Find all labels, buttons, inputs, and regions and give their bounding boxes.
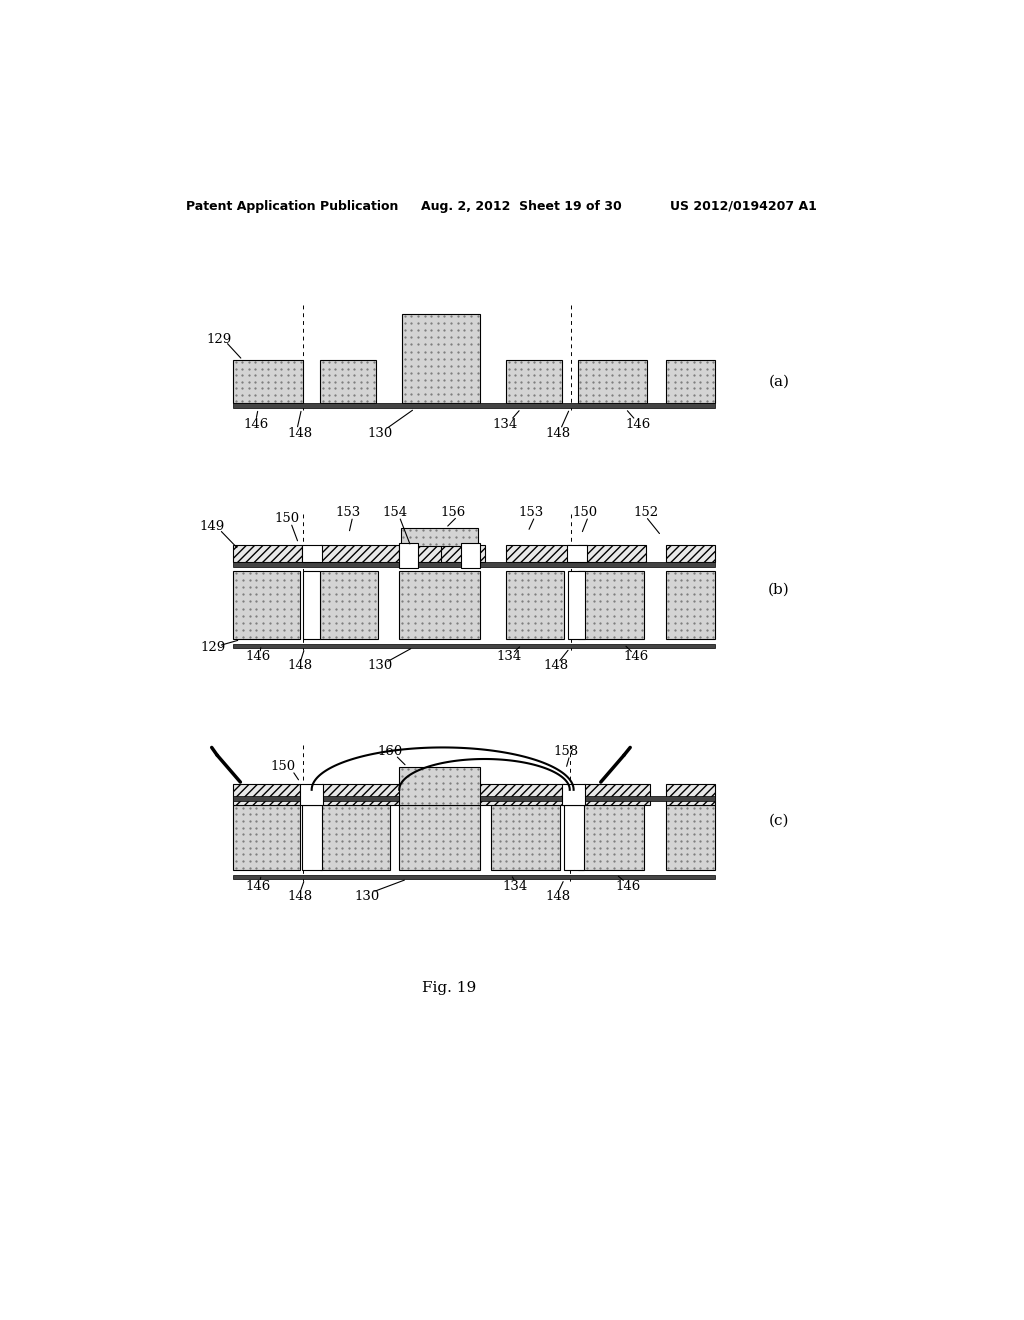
Text: 148: 148 <box>288 890 312 903</box>
Text: 148: 148 <box>546 426 570 440</box>
Text: Patent Application Publication: Patent Application Publication <box>186 199 398 213</box>
Bar <box>400 528 478 546</box>
Bar <box>402 314 480 404</box>
Bar <box>578 572 644 639</box>
Text: 146: 146 <box>244 417 268 430</box>
Text: (a): (a) <box>768 375 790 388</box>
Bar <box>399 572 480 639</box>
Bar <box>233 796 716 800</box>
Bar <box>233 545 302 562</box>
Text: 129: 129 <box>207 333 232 346</box>
Bar <box>441 545 484 562</box>
Bar <box>568 572 586 639</box>
Bar <box>321 805 390 870</box>
Text: (b): (b) <box>768 582 790 597</box>
Bar <box>321 572 378 639</box>
Text: 146: 146 <box>246 649 270 663</box>
Bar <box>322 784 400 805</box>
Bar <box>321 360 376 404</box>
Text: 154: 154 <box>382 506 408 519</box>
Text: US 2012/0194207 A1: US 2012/0194207 A1 <box>671 199 817 213</box>
Text: 130: 130 <box>354 890 379 903</box>
Bar <box>233 572 300 639</box>
Bar <box>566 545 587 562</box>
Bar <box>666 784 716 805</box>
Text: 130: 130 <box>368 659 392 672</box>
Bar <box>233 562 716 566</box>
Text: 146: 146 <box>615 879 640 892</box>
Text: 130: 130 <box>368 426 392 440</box>
Bar <box>666 805 716 870</box>
Bar <box>302 805 322 870</box>
Text: 153: 153 <box>336 506 360 519</box>
Text: 150: 150 <box>572 506 598 519</box>
Text: 134: 134 <box>503 879 528 892</box>
Text: 148: 148 <box>546 890 570 903</box>
Text: Fig. 19: Fig. 19 <box>423 982 477 995</box>
Bar <box>233 360 303 404</box>
Bar <box>399 545 442 562</box>
Text: 150: 150 <box>270 760 296 774</box>
Bar <box>490 805 560 870</box>
Bar <box>478 784 565 805</box>
Bar <box>399 544 418 568</box>
Bar <box>399 805 480 870</box>
Bar <box>506 360 562 404</box>
Text: 146: 146 <box>623 649 648 663</box>
Bar <box>666 360 716 404</box>
Bar <box>666 545 716 562</box>
Text: 156: 156 <box>441 506 466 519</box>
Bar <box>584 784 650 805</box>
Bar <box>461 544 480 568</box>
Text: (c): (c) <box>769 813 790 828</box>
Bar <box>302 545 322 562</box>
Bar <box>562 784 586 805</box>
Bar <box>233 404 716 408</box>
Bar <box>233 875 716 879</box>
Bar <box>578 805 644 870</box>
Bar <box>666 572 716 639</box>
Bar <box>233 644 716 648</box>
Text: Aug. 2, 2012  Sheet 19 of 30: Aug. 2, 2012 Sheet 19 of 30 <box>421 199 622 213</box>
Text: 134: 134 <box>493 417 518 430</box>
Text: 134: 134 <box>497 649 522 663</box>
Bar <box>303 572 321 639</box>
Bar <box>321 545 400 562</box>
Text: 146: 146 <box>626 417 650 430</box>
Text: 158: 158 <box>553 744 579 758</box>
Bar <box>233 805 300 870</box>
Text: 149: 149 <box>199 520 224 533</box>
Text: 146: 146 <box>246 879 270 892</box>
Text: 148: 148 <box>288 426 312 440</box>
Bar <box>578 360 647 404</box>
Text: 148: 148 <box>544 659 568 672</box>
Text: 152: 152 <box>633 506 658 519</box>
Text: 129: 129 <box>201 640 226 653</box>
Bar <box>563 805 584 870</box>
Bar <box>300 784 324 805</box>
Text: 153: 153 <box>518 506 544 519</box>
Text: 160: 160 <box>377 744 402 758</box>
Text: 150: 150 <box>274 512 299 525</box>
Text: 148: 148 <box>288 659 312 672</box>
Bar <box>233 784 300 805</box>
Bar <box>578 545 646 562</box>
Bar <box>506 572 563 639</box>
Bar <box>399 767 480 805</box>
Bar <box>506 545 571 562</box>
